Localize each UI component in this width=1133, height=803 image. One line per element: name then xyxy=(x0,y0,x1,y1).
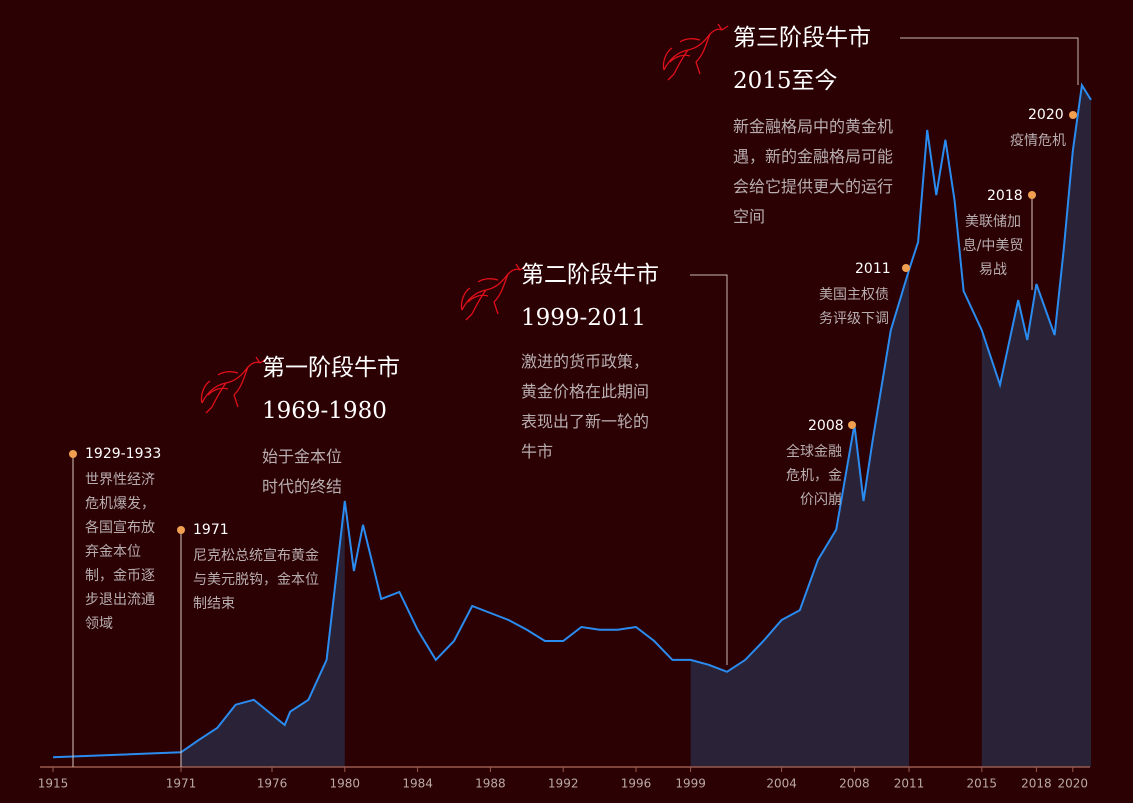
phase-years: 1969-1980 xyxy=(262,398,387,424)
phase-title: 第三阶段牛市 xyxy=(733,25,871,51)
event-dot xyxy=(848,421,856,429)
x-tick-label: 1915 xyxy=(38,777,69,791)
phase-years: 2015至今 xyxy=(733,68,838,94)
bull-detail xyxy=(207,371,239,396)
phase-leader xyxy=(900,37,1079,85)
x-tick-label: 1980 xyxy=(330,777,361,791)
phase-leader xyxy=(690,274,728,665)
phase-text: 始于金本位时代的终结 xyxy=(262,447,343,496)
x-tick-label: 1976 xyxy=(257,777,288,791)
phase-text: 新金融格局中的黄金机遇，新的金融格局可能会给它提供更大的运行空间 xyxy=(733,117,894,226)
event-text: 美国主权债务评级下调 xyxy=(819,287,889,327)
event-dot xyxy=(177,526,185,534)
bull-icon xyxy=(460,263,527,321)
x-tick-label: 2018 xyxy=(1021,777,1052,791)
shaded-area xyxy=(690,270,909,767)
phase-years: 1999-2011 xyxy=(521,305,646,331)
shaded-area xyxy=(181,501,345,767)
event-label: 2020 xyxy=(1028,107,1064,123)
event-text: 世界性经济危机爆发，各国宣布放弃金本位制，金币逐步退出流通领域 xyxy=(85,472,155,632)
phase-title: 第一阶段牛市 xyxy=(262,355,400,381)
event-dot xyxy=(1069,111,1077,119)
phase-title: 第二阶段牛市 xyxy=(521,262,659,288)
event-text: 疫情危机 xyxy=(1010,133,1066,149)
x-tick-label: 1988 xyxy=(475,777,506,791)
x-tick-label: 1992 xyxy=(548,777,579,791)
x-tick-label: 1999 xyxy=(675,777,706,791)
bull-icon xyxy=(662,23,729,81)
bull-body xyxy=(200,356,267,414)
event-dot xyxy=(902,264,910,272)
bull-detail xyxy=(669,38,701,63)
price-line xyxy=(52,82,1092,759)
x-tick-label: 2011 xyxy=(894,777,925,791)
event-label: 1929-1933 xyxy=(85,446,162,462)
x-tick-label: 1984 xyxy=(402,777,433,791)
event-label: 2018 xyxy=(987,188,1023,204)
event-label: 1971 xyxy=(193,522,229,538)
event-dot xyxy=(69,450,77,458)
event-text: 尼克松总统宣布黄金与美元脱钩，金本位制结束 xyxy=(193,548,319,612)
x-tick-label: 2008 xyxy=(839,777,870,791)
bull-body xyxy=(460,263,527,321)
bull-detail xyxy=(467,278,499,303)
event-label: 2011 xyxy=(855,261,891,277)
x-tick-label: 2020 xyxy=(1058,777,1089,791)
bull-body xyxy=(662,23,729,81)
x-tick-label: 2004 xyxy=(766,777,797,791)
event-label: 2008 xyxy=(808,418,844,434)
event-text: 全球金融危机，金价闪崩 xyxy=(786,444,842,508)
x-tick-label: 1971 xyxy=(166,777,197,791)
phase-text: 激进的货币政策，黄金价格在此期间表现出了新一轮的牛市 xyxy=(521,352,650,461)
x-tick-label: 2015 xyxy=(967,777,998,791)
bull-icon xyxy=(200,356,267,414)
event-dot xyxy=(1028,191,1036,199)
x-tick-label: 1996 xyxy=(621,777,652,791)
event-text: 美联储加息/中美贸易战 xyxy=(962,214,1024,278)
